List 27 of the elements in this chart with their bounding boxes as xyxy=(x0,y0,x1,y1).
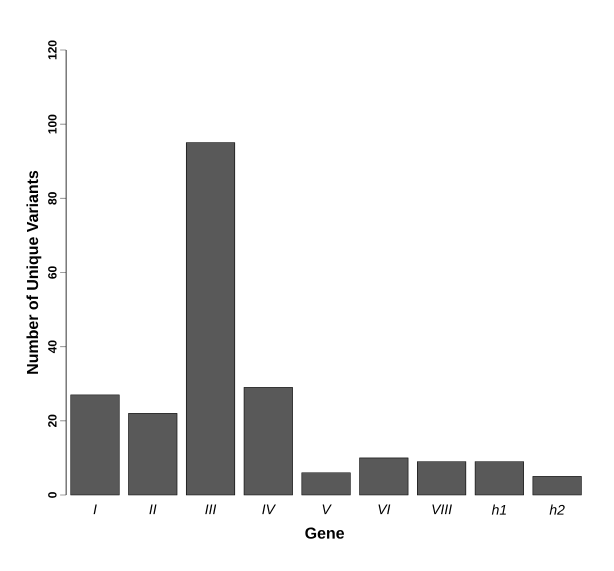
y-tick-label: 100 xyxy=(48,114,57,134)
bar xyxy=(474,461,524,496)
bar xyxy=(359,458,408,496)
x-tick-label: V xyxy=(322,504,332,514)
y-tick-label: 80 xyxy=(48,192,57,205)
y-tick-label: 0 xyxy=(48,492,57,498)
bar xyxy=(302,472,351,496)
x-tick-label: II xyxy=(149,504,156,514)
bar xyxy=(532,476,582,496)
y-tick-label: 120 xyxy=(48,40,57,60)
y-axis-title: Number of Unique Variants xyxy=(26,170,42,374)
x-tick-label: III xyxy=(205,504,216,514)
bar xyxy=(70,394,120,496)
bar xyxy=(128,413,178,496)
x-tick-label: VIII xyxy=(432,504,452,514)
x-tick-label: IV xyxy=(262,504,276,514)
x-tick-label: h1 xyxy=(492,504,506,515)
y-tick-label: 60 xyxy=(48,266,57,279)
x-tick-label: VI xyxy=(378,504,390,514)
y-tick-label: 20 xyxy=(48,414,57,428)
x-tick-label: h2 xyxy=(550,504,565,515)
x-axis-title: Gene xyxy=(305,527,344,539)
bar xyxy=(186,142,236,496)
y-tick-label: 40 xyxy=(48,340,57,354)
x-tick-label: I xyxy=(94,504,97,514)
bar xyxy=(244,387,293,496)
bar xyxy=(417,461,466,496)
